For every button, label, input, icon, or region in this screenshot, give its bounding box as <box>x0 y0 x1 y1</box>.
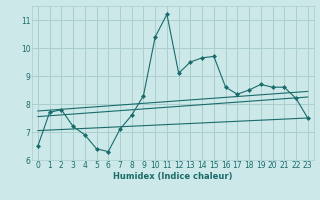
X-axis label: Humidex (Indice chaleur): Humidex (Indice chaleur) <box>113 172 233 181</box>
